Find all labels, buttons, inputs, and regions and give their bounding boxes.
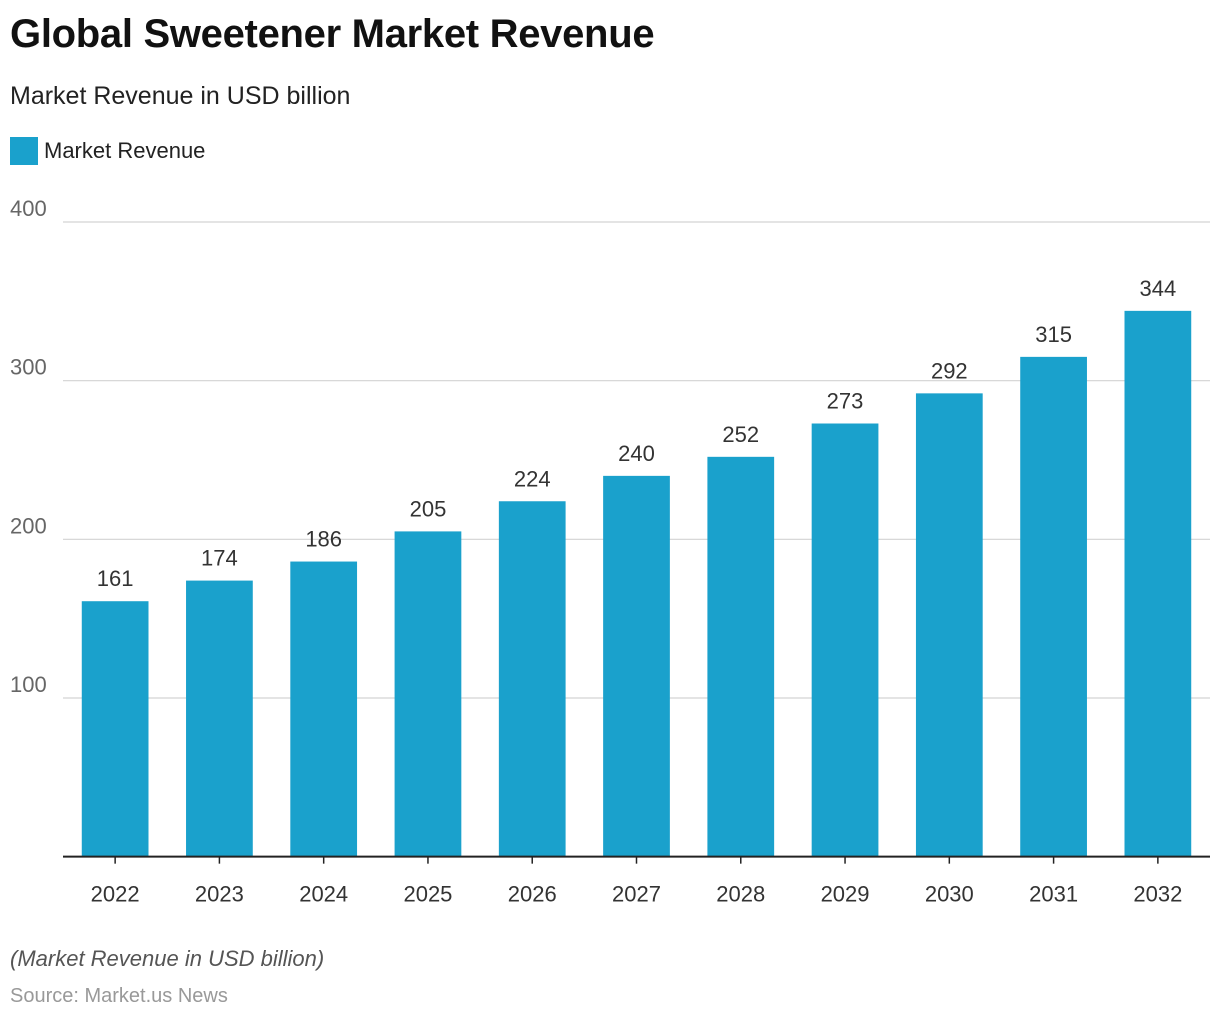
- x-tick-label: 2026: [508, 882, 557, 907]
- legend-label: Market Revenue: [44, 138, 206, 163]
- data-label: 240: [618, 441, 655, 466]
- data-label: 186: [305, 527, 342, 552]
- data-label: 161: [97, 566, 134, 591]
- x-tick-label: 2030: [925, 882, 974, 907]
- data-label: 252: [722, 422, 759, 447]
- x-tick-label: 2024: [299, 882, 348, 907]
- legend-swatch: [10, 137, 38, 165]
- bar: [1124, 310, 1192, 857]
- x-tick-label: 2025: [403, 882, 452, 907]
- data-label: 315: [1035, 322, 1072, 347]
- x-tick-label: 2028: [716, 882, 765, 907]
- bar: [290, 561, 358, 857]
- bar: [81, 601, 149, 857]
- x-tick-label: 2023: [195, 882, 244, 907]
- chart-subtitle: Market Revenue in USD billion: [10, 82, 351, 110]
- data-label: 205: [410, 496, 447, 521]
- bar: [498, 501, 566, 857]
- data-label: 174: [201, 546, 238, 571]
- bar: [811, 423, 879, 857]
- x-tick-label: 2022: [91, 882, 140, 907]
- y-tick-label: 400: [10, 196, 47, 221]
- data-label: 224: [514, 466, 551, 491]
- bar: [603, 475, 670, 857]
- y-tick-label: 100: [10, 672, 47, 697]
- data-label: 344: [1140, 276, 1177, 301]
- source-credit: Source: Market.us News: [10, 985, 228, 1007]
- x-tick-label: 2031: [1029, 882, 1078, 907]
- bar: [915, 393, 983, 857]
- chart-title: Global Sweetener Market Revenue: [10, 12, 655, 56]
- footnote: (Market Revenue in USD billion): [10, 946, 325, 971]
- legend: Market Revenue: [10, 137, 205, 165]
- x-tick-label: 2032: [1133, 882, 1182, 907]
- bar: [1020, 356, 1087, 857]
- y-tick-label: 200: [10, 513, 47, 538]
- bar: [707, 456, 775, 857]
- y-tick-label: 300: [10, 355, 47, 380]
- bar: [186, 580, 253, 857]
- bar: [394, 531, 462, 857]
- data-label: 273: [827, 389, 864, 414]
- x-tick-label: 2029: [821, 882, 870, 907]
- x-tick-label: 2027: [612, 882, 661, 907]
- data-label: 292: [931, 358, 968, 383]
